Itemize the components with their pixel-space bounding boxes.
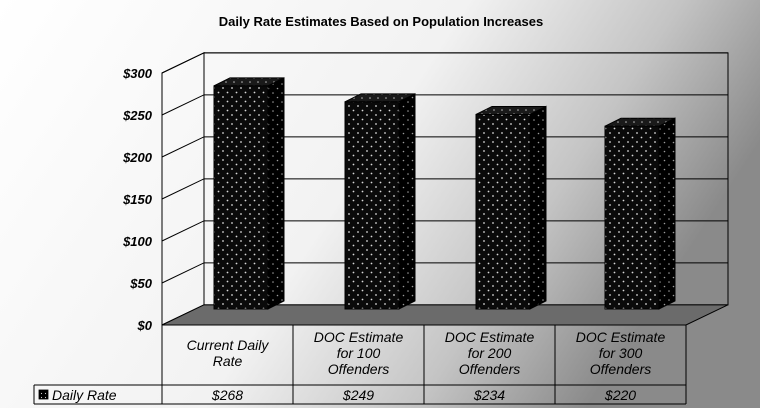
- bar-side: [529, 105, 547, 310]
- y-tick-label: $250: [122, 108, 153, 123]
- y-tick-label: $0: [137, 318, 153, 333]
- bar: [604, 125, 660, 310]
- category-label: Offenders: [459, 361, 520, 377]
- data-label: $234: [473, 387, 505, 403]
- bars: [213, 77, 676, 310]
- category-label: DOC Estimate: [445, 329, 535, 345]
- gridline: [161, 178, 728, 200]
- bar: [213, 85, 269, 310]
- gridline: [161, 262, 728, 284]
- data-label: $220: [604, 387, 636, 403]
- y-axis-ticks: $0 $50 $100 $150 $200 $250 $300: [122, 66, 153, 333]
- chart-title: Daily Rate Estimates Based on Population…: [219, 14, 543, 29]
- legend-swatch: [38, 389, 49, 400]
- category-label: Offenders: [328, 361, 389, 377]
- data-label: $268: [211, 387, 243, 403]
- plot-area: [161, 52, 729, 326]
- gridline: [161, 136, 728, 158]
- gridline: [161, 220, 728, 242]
- category-label: for 300: [599, 345, 643, 361]
- legend-label: Daily Rate: [52, 387, 117, 403]
- data-label: $249: [342, 387, 374, 403]
- category-label: DOC Estimate: [314, 329, 404, 345]
- bar: [344, 101, 400, 310]
- y-tick-label: $300: [122, 66, 153, 81]
- y-tick-label: $100: [122, 234, 153, 249]
- gridline: [161, 94, 728, 116]
- category-label: Offenders: [590, 361, 651, 377]
- y-tick-label: $200: [122, 150, 153, 165]
- y-tick-label: $50: [129, 276, 152, 291]
- bar-side: [267, 77, 285, 310]
- bar: [475, 113, 531, 310]
- bar-side: [658, 117, 676, 310]
- y-tick-label: $150: [122, 192, 153, 207]
- category-label: for 200: [468, 345, 512, 361]
- bar-side: [398, 93, 416, 310]
- gridline: [161, 52, 728, 74]
- category-label: DOC Estimate: [576, 329, 666, 345]
- category-label: for 100: [337, 345, 381, 361]
- category-label: Rate: [213, 353, 243, 369]
- category-label: Current Daily: [187, 337, 270, 353]
